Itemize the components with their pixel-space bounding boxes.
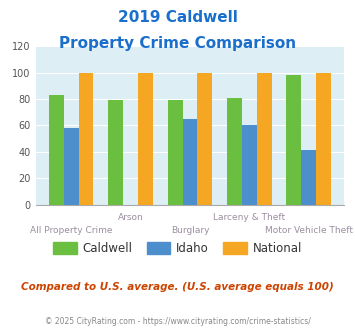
- Text: Arson: Arson: [118, 213, 143, 222]
- Bar: [49, 95, 64, 205]
- Legend: Caldwell, Idaho, National: Caldwell, Idaho, National: [48, 237, 307, 259]
- Bar: [301, 150, 316, 205]
- Bar: [64, 128, 78, 205]
- Text: Larceny & Theft: Larceny & Theft: [213, 213, 285, 222]
- Bar: [182, 119, 197, 205]
- Bar: [197, 73, 212, 205]
- Bar: [78, 73, 93, 205]
- Bar: [257, 73, 272, 205]
- Text: © 2025 CityRating.com - https://www.cityrating.com/crime-statistics/: © 2025 CityRating.com - https://www.city…: [45, 317, 310, 326]
- Text: Burglary: Burglary: [171, 226, 209, 235]
- Text: Compared to U.S. average. (U.S. average equals 100): Compared to U.S. average. (U.S. average …: [21, 282, 334, 292]
- Text: All Property Crime: All Property Crime: [30, 226, 113, 235]
- Text: Motor Vehicle Theft: Motor Vehicle Theft: [265, 226, 353, 235]
- Text: Property Crime Comparison: Property Crime Comparison: [59, 36, 296, 51]
- Bar: [316, 73, 331, 205]
- Bar: [108, 100, 123, 205]
- Bar: [227, 98, 242, 205]
- Bar: [138, 73, 153, 205]
- Text: 2019 Caldwell: 2019 Caldwell: [118, 10, 237, 25]
- Bar: [168, 100, 182, 205]
- Bar: [242, 125, 257, 205]
- Bar: [286, 75, 301, 205]
